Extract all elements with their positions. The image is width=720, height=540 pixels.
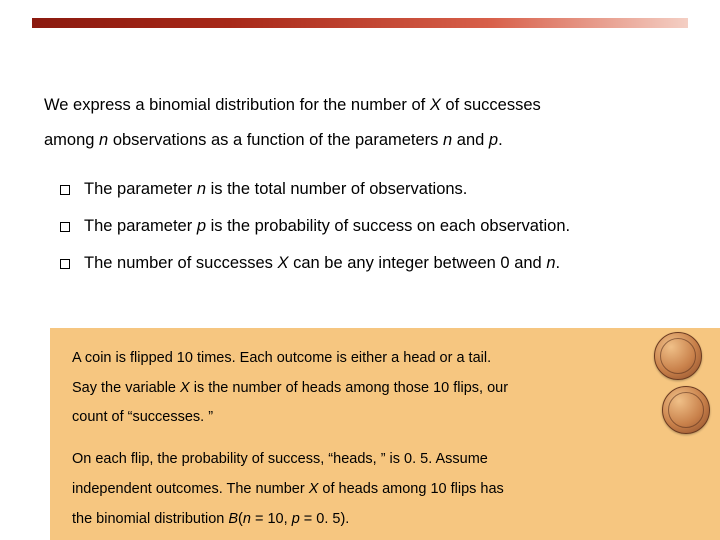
var-X: X: [430, 96, 441, 114]
list-item: The parameter p is the probability of su…: [60, 217, 680, 236]
text: can be any integer between 0 and: [289, 254, 547, 272]
text: of successes: [441, 96, 541, 114]
text: observations as a function of the parame…: [108, 131, 443, 149]
var-n: n: [546, 254, 555, 272]
text: We express a binomial distribution for t…: [44, 96, 430, 114]
bullet-icon: [60, 259, 70, 269]
bullet-list: The parameter n is the total number of o…: [60, 180, 680, 291]
var-n: n: [99, 131, 108, 149]
coin-images: [654, 332, 714, 434]
penny-tails-icon: [662, 386, 710, 434]
bullet-text: The parameter n is the total number of o…: [84, 180, 467, 199]
var-X: X: [309, 481, 319, 497]
header-gradient-bar: [32, 18, 688, 28]
text: and: [452, 131, 489, 149]
text: of heads among 10 flips has: [318, 481, 503, 497]
text: independent outcomes. The number: [72, 481, 309, 497]
var-n: n: [443, 131, 452, 149]
var-p: p: [197, 217, 206, 235]
var-p: p: [292, 511, 300, 527]
text: The parameter: [84, 180, 197, 198]
text: .: [556, 254, 561, 272]
example-line: independent outcomes. The number X of he…: [72, 475, 630, 505]
text: The parameter: [84, 217, 197, 235]
text: is the number of heads among those 10 fl…: [190, 380, 508, 396]
var-X: X: [278, 254, 289, 272]
intro-line-2: among n observations as a function of th…: [44, 123, 676, 158]
bullet-text: The parameter p is the probability of su…: [84, 217, 570, 236]
intro-paragraph: We express a binomial distribution for t…: [44, 88, 676, 157]
list-item: The parameter n is the total number of o…: [60, 180, 680, 199]
text: .: [498, 131, 503, 149]
var-X: X: [180, 380, 190, 396]
list-item: The number of successes X can be any int…: [60, 254, 680, 273]
example-line: the binomial distribution B(n = 10, p = …: [72, 505, 630, 535]
penny-heads-icon: [654, 332, 702, 380]
var-B: B: [228, 511, 238, 527]
text: Say the variable: [72, 380, 180, 396]
example-line: On each flip, the probability of success…: [72, 445, 630, 475]
example-line: A coin is flipped 10 times. Each outcome…: [72, 344, 630, 374]
example-line: Say the variable X is the number of head…: [72, 374, 630, 404]
text: = 10,: [251, 511, 292, 527]
intro-line-1: We express a binomial distribution for t…: [44, 88, 676, 123]
text: among: [44, 131, 99, 149]
bullet-icon: [60, 185, 70, 195]
var-n: n: [197, 180, 206, 198]
bullet-text: The number of successes X can be any int…: [84, 254, 560, 273]
bullet-icon: [60, 222, 70, 232]
text: is the probability of success on each ob…: [206, 217, 570, 235]
var-p: p: [489, 131, 498, 149]
text: The number of successes: [84, 254, 278, 272]
example-panel: A coin is flipped 10 times. Each outcome…: [50, 328, 720, 540]
text: = 0. 5).: [300, 511, 350, 527]
var-n: n: [243, 511, 251, 527]
example-text: A coin is flipped 10 times. Each outcome…: [72, 344, 630, 534]
text: the binomial distribution: [72, 511, 228, 527]
text: is the total number of observations.: [206, 180, 467, 198]
example-line: count of “successes. ”: [72, 403, 630, 433]
